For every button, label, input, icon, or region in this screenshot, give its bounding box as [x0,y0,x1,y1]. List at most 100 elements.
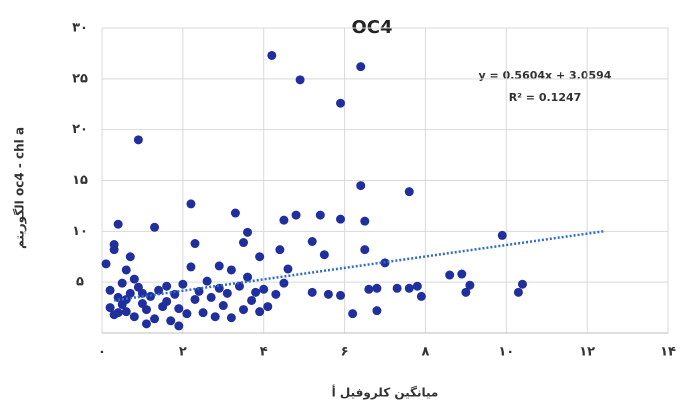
point [315,210,325,220]
point [360,245,370,255]
point [283,264,293,274]
point [174,304,184,314]
point [412,281,422,291]
y-tick-label: ۳۰ [72,21,88,36]
point [198,308,208,318]
point [457,269,467,279]
point [178,279,188,289]
point [404,283,414,293]
point [360,216,370,226]
point [255,307,265,317]
point [113,219,123,229]
y-tick-label: ۵ [76,275,84,290]
point [497,230,507,240]
point [279,278,289,288]
point [214,261,224,271]
point [194,286,204,296]
point [137,288,147,298]
x-tick-label: ۱۴ [660,345,676,360]
point [170,289,180,299]
y-tick-label: ۱۵ [72,173,88,188]
point [251,287,261,297]
point [416,291,426,301]
point [141,305,151,315]
point [445,270,455,280]
point [125,252,135,262]
point [150,314,160,324]
x-tick-label: ۲ [179,345,187,360]
point [105,303,115,313]
equation: y = 0.5604x + 3.0594 [479,69,612,82]
r-squared: R² = 0.1247 [509,91,582,104]
point [133,135,143,145]
point [210,312,220,322]
point [129,312,139,322]
point [364,284,374,294]
point [162,281,172,291]
point [226,313,236,323]
point [517,279,527,289]
point [307,287,317,297]
x-tick-label: ۴ [260,345,268,360]
x-tick-label: ۰ [98,345,106,360]
point [356,181,366,191]
point [190,294,200,304]
point [307,237,317,246]
x-tick-label: ۱۰ [498,345,514,360]
y-tick-label: ۲۵ [72,71,88,86]
point [150,222,160,232]
point [109,245,119,255]
point [259,284,269,294]
y-axis-label: الگوریتم oc4 - chl a [13,127,28,249]
point [336,290,346,300]
point [247,295,257,305]
point [105,285,115,295]
point [218,301,228,311]
point [117,278,127,288]
point [190,239,200,249]
point [186,262,196,272]
point [186,199,196,209]
point [121,307,131,317]
y-tick-label: ۲۰ [72,122,88,137]
point [206,292,216,302]
x-axis-label: میانگین کلروفیل أ [332,385,439,401]
point [465,280,475,290]
point [154,285,164,295]
point [279,215,289,225]
point [101,259,111,269]
point [404,187,414,197]
point [121,265,131,275]
point [243,272,253,282]
point [222,288,232,298]
point [372,283,382,293]
x-tick-label: ۶ [341,345,349,360]
point [239,238,248,248]
point [129,274,139,284]
point [291,210,301,220]
point [263,302,273,312]
point [255,252,265,262]
point [226,265,236,275]
point [113,308,123,318]
point [230,208,240,218]
x-tick-label: ۸ [421,345,429,360]
point [336,214,346,224]
point [356,62,366,72]
point [323,289,333,299]
point [174,321,184,331]
point [513,287,523,297]
point [275,245,285,255]
y-tick-label: ۱۰ [72,224,88,239]
point [166,316,176,326]
point [243,227,253,237]
x-tick-label: ۱۲ [579,345,595,360]
point [319,250,329,260]
point [461,287,471,297]
point [336,98,346,108]
point [392,283,402,293]
point [372,306,382,316]
point [182,309,192,319]
point [141,319,151,329]
